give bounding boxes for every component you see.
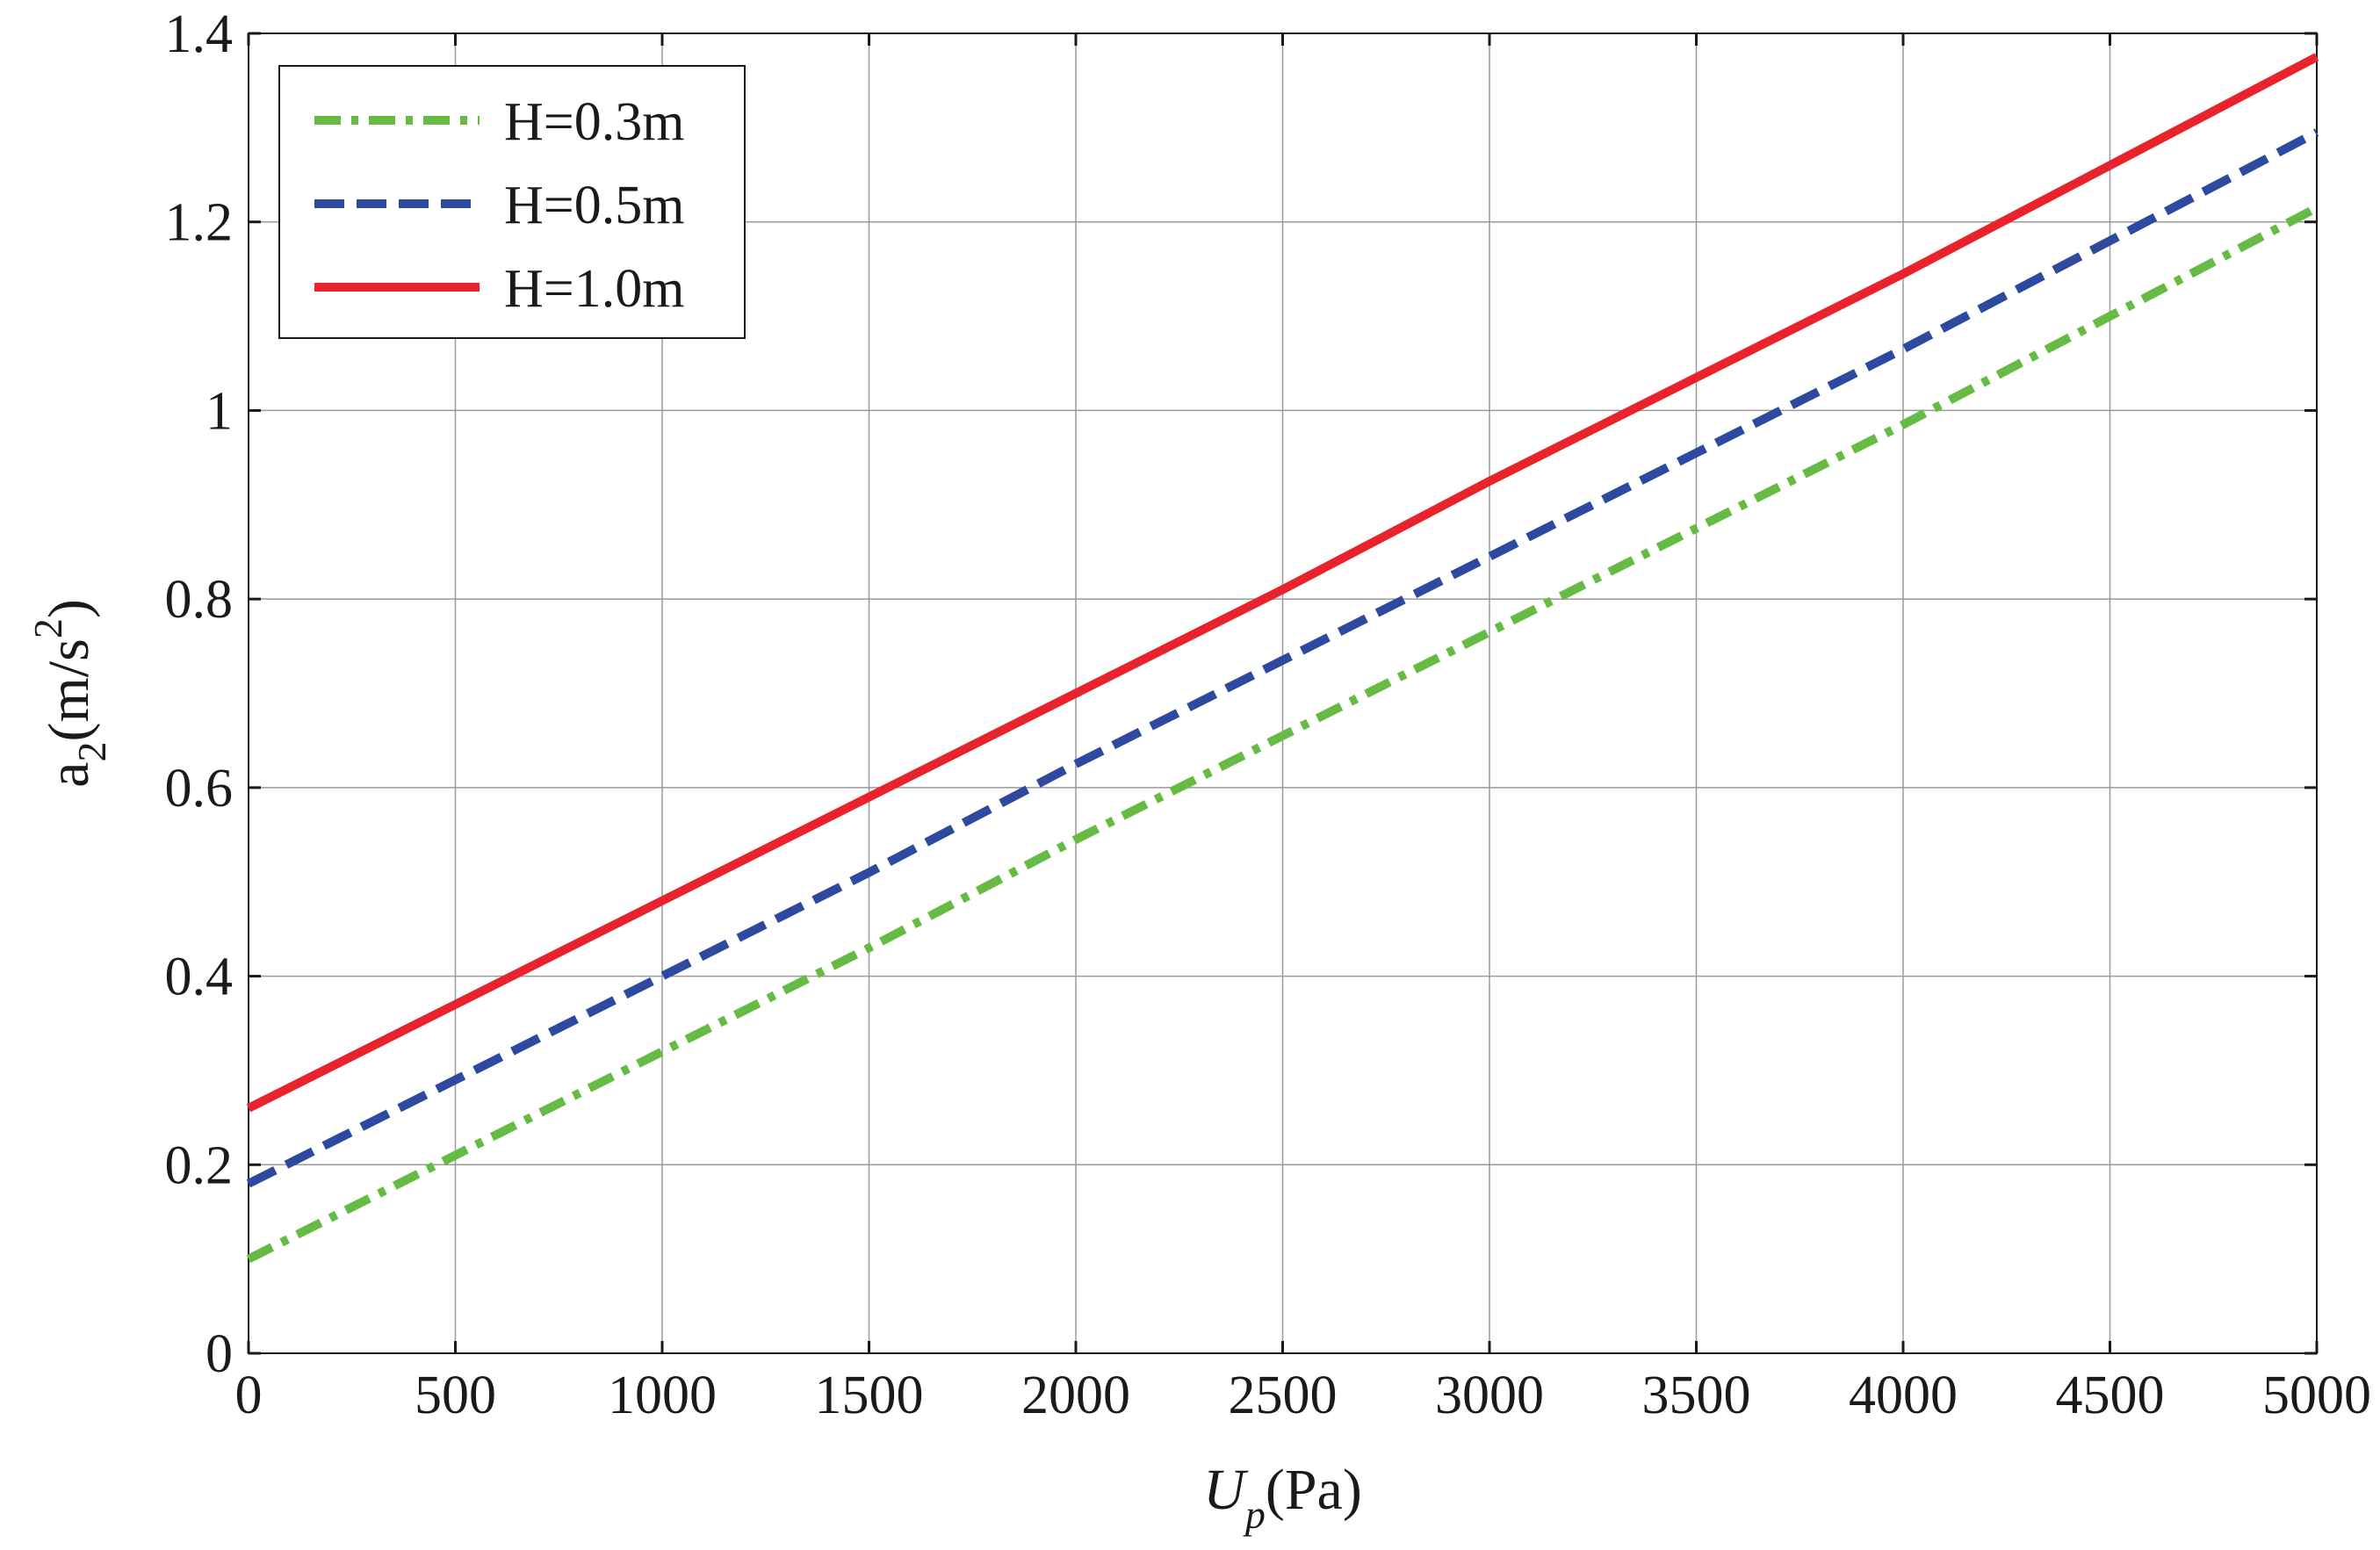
axis-ticks [247,32,2319,1355]
y-tick-label: 0.4 [165,948,234,1007]
series-line-H=0.3m [246,204,2319,1264]
legend: H=0.3m H=0.5m H=1.0m [278,65,746,339]
y-axis-label: a2(m/s2) [25,599,114,788]
x-tick-label: 3000 [1435,1366,1544,1425]
legend-label: H=0.5m [504,176,684,235]
y-axis-label-close: ) [37,599,101,618]
legend-label: H=0.3m [504,92,684,152]
x-tick-label: 3500 [1642,1366,1751,1425]
grid-lines [249,33,2317,1353]
x-axis-label-main: U [1203,1458,1249,1522]
legend-label: H=1.0m [504,259,684,319]
y-tick-label: 1 [206,381,233,441]
y-tick-label: 0.2 [165,1135,234,1195]
x-axis-label-rest: (Pa) [1266,1458,1362,1522]
x-tick-label: 0 [235,1366,263,1425]
y-tick-label: 1.4 [165,4,234,64]
series-line-H=0.5m [246,128,2319,1188]
y-tick-label: 0.6 [165,759,234,818]
x-tick-label: 2000 [1021,1366,1130,1425]
y-axis-label-sup: 2 [25,618,70,638]
y-axis-label-rest: (m/s [37,638,101,741]
y-axis-label-sub: 2 [69,742,114,762]
x-tick-label: 500 [415,1366,496,1425]
series-lines [246,53,2319,1264]
y-tick-label: 0.8 [165,570,234,630]
series-line-H=1.0m [246,53,2319,1113]
x-tick-label: 1500 [815,1366,924,1425]
x-tick-label: 5000 [2262,1366,2371,1425]
y-tick-label: 1.2 [165,193,234,253]
x-axis-label-sub: p [1243,1492,1266,1537]
y-tick-labels: 0 0.2 0.4 0.6 0.8 1 1.2 1.4 [165,4,234,1384]
x-tick-label: 4500 [2056,1366,2165,1425]
x-tick-label: 4000 [1849,1366,1958,1425]
x-axis-label: Up(Pa) [1203,1458,1362,1537]
x-tick-labels: 0 500 1000 1500 2000 2500 3000 3500 4000 4500 5000 [235,1366,2372,1425]
x-tick-label: 2500 [1229,1366,1338,1425]
y-tick-label: 0 [206,1324,233,1384]
x-tick-label: 1000 [608,1366,717,1425]
y-axis-label-main: a [37,762,101,788]
